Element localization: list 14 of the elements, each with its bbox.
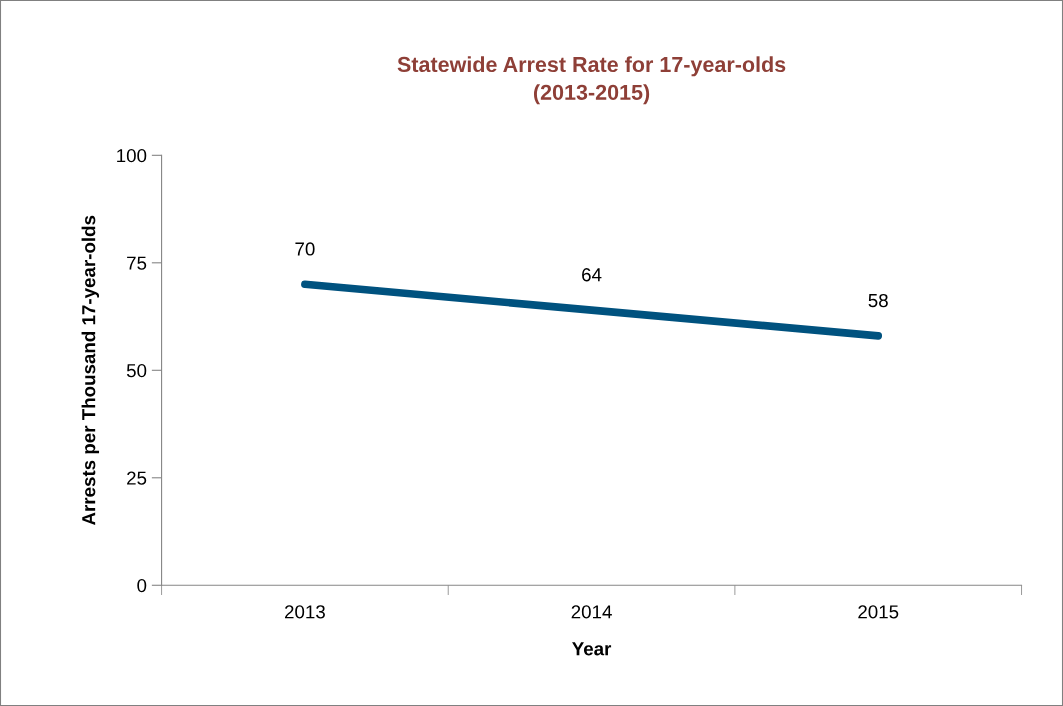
y-tick-label: 75: [127, 256, 147, 270]
data-label: 70: [295, 242, 315, 256]
data-label: 64: [582, 268, 602, 282]
y-tick-label: 100: [117, 149, 147, 163]
y-axis-title: Arrests per Thousand 17-year-olds: [81, 215, 100, 526]
x-tick-label: 2013: [284, 605, 325, 619]
data-label: 58: [868, 293, 888, 308]
y-tick-label: 25: [127, 471, 147, 485]
y-tick-label: 50: [126, 364, 147, 378]
x-axis-title: Year: [572, 642, 612, 656]
y-tick-label: 0: [137, 578, 147, 593]
x-tick-label: 2015: [858, 605, 899, 619]
x-tick-label: 2014: [571, 605, 612, 619]
chart-title: Statewide Arrest Rate for 17-year-olds (2013-2015): [397, 56, 786, 105]
